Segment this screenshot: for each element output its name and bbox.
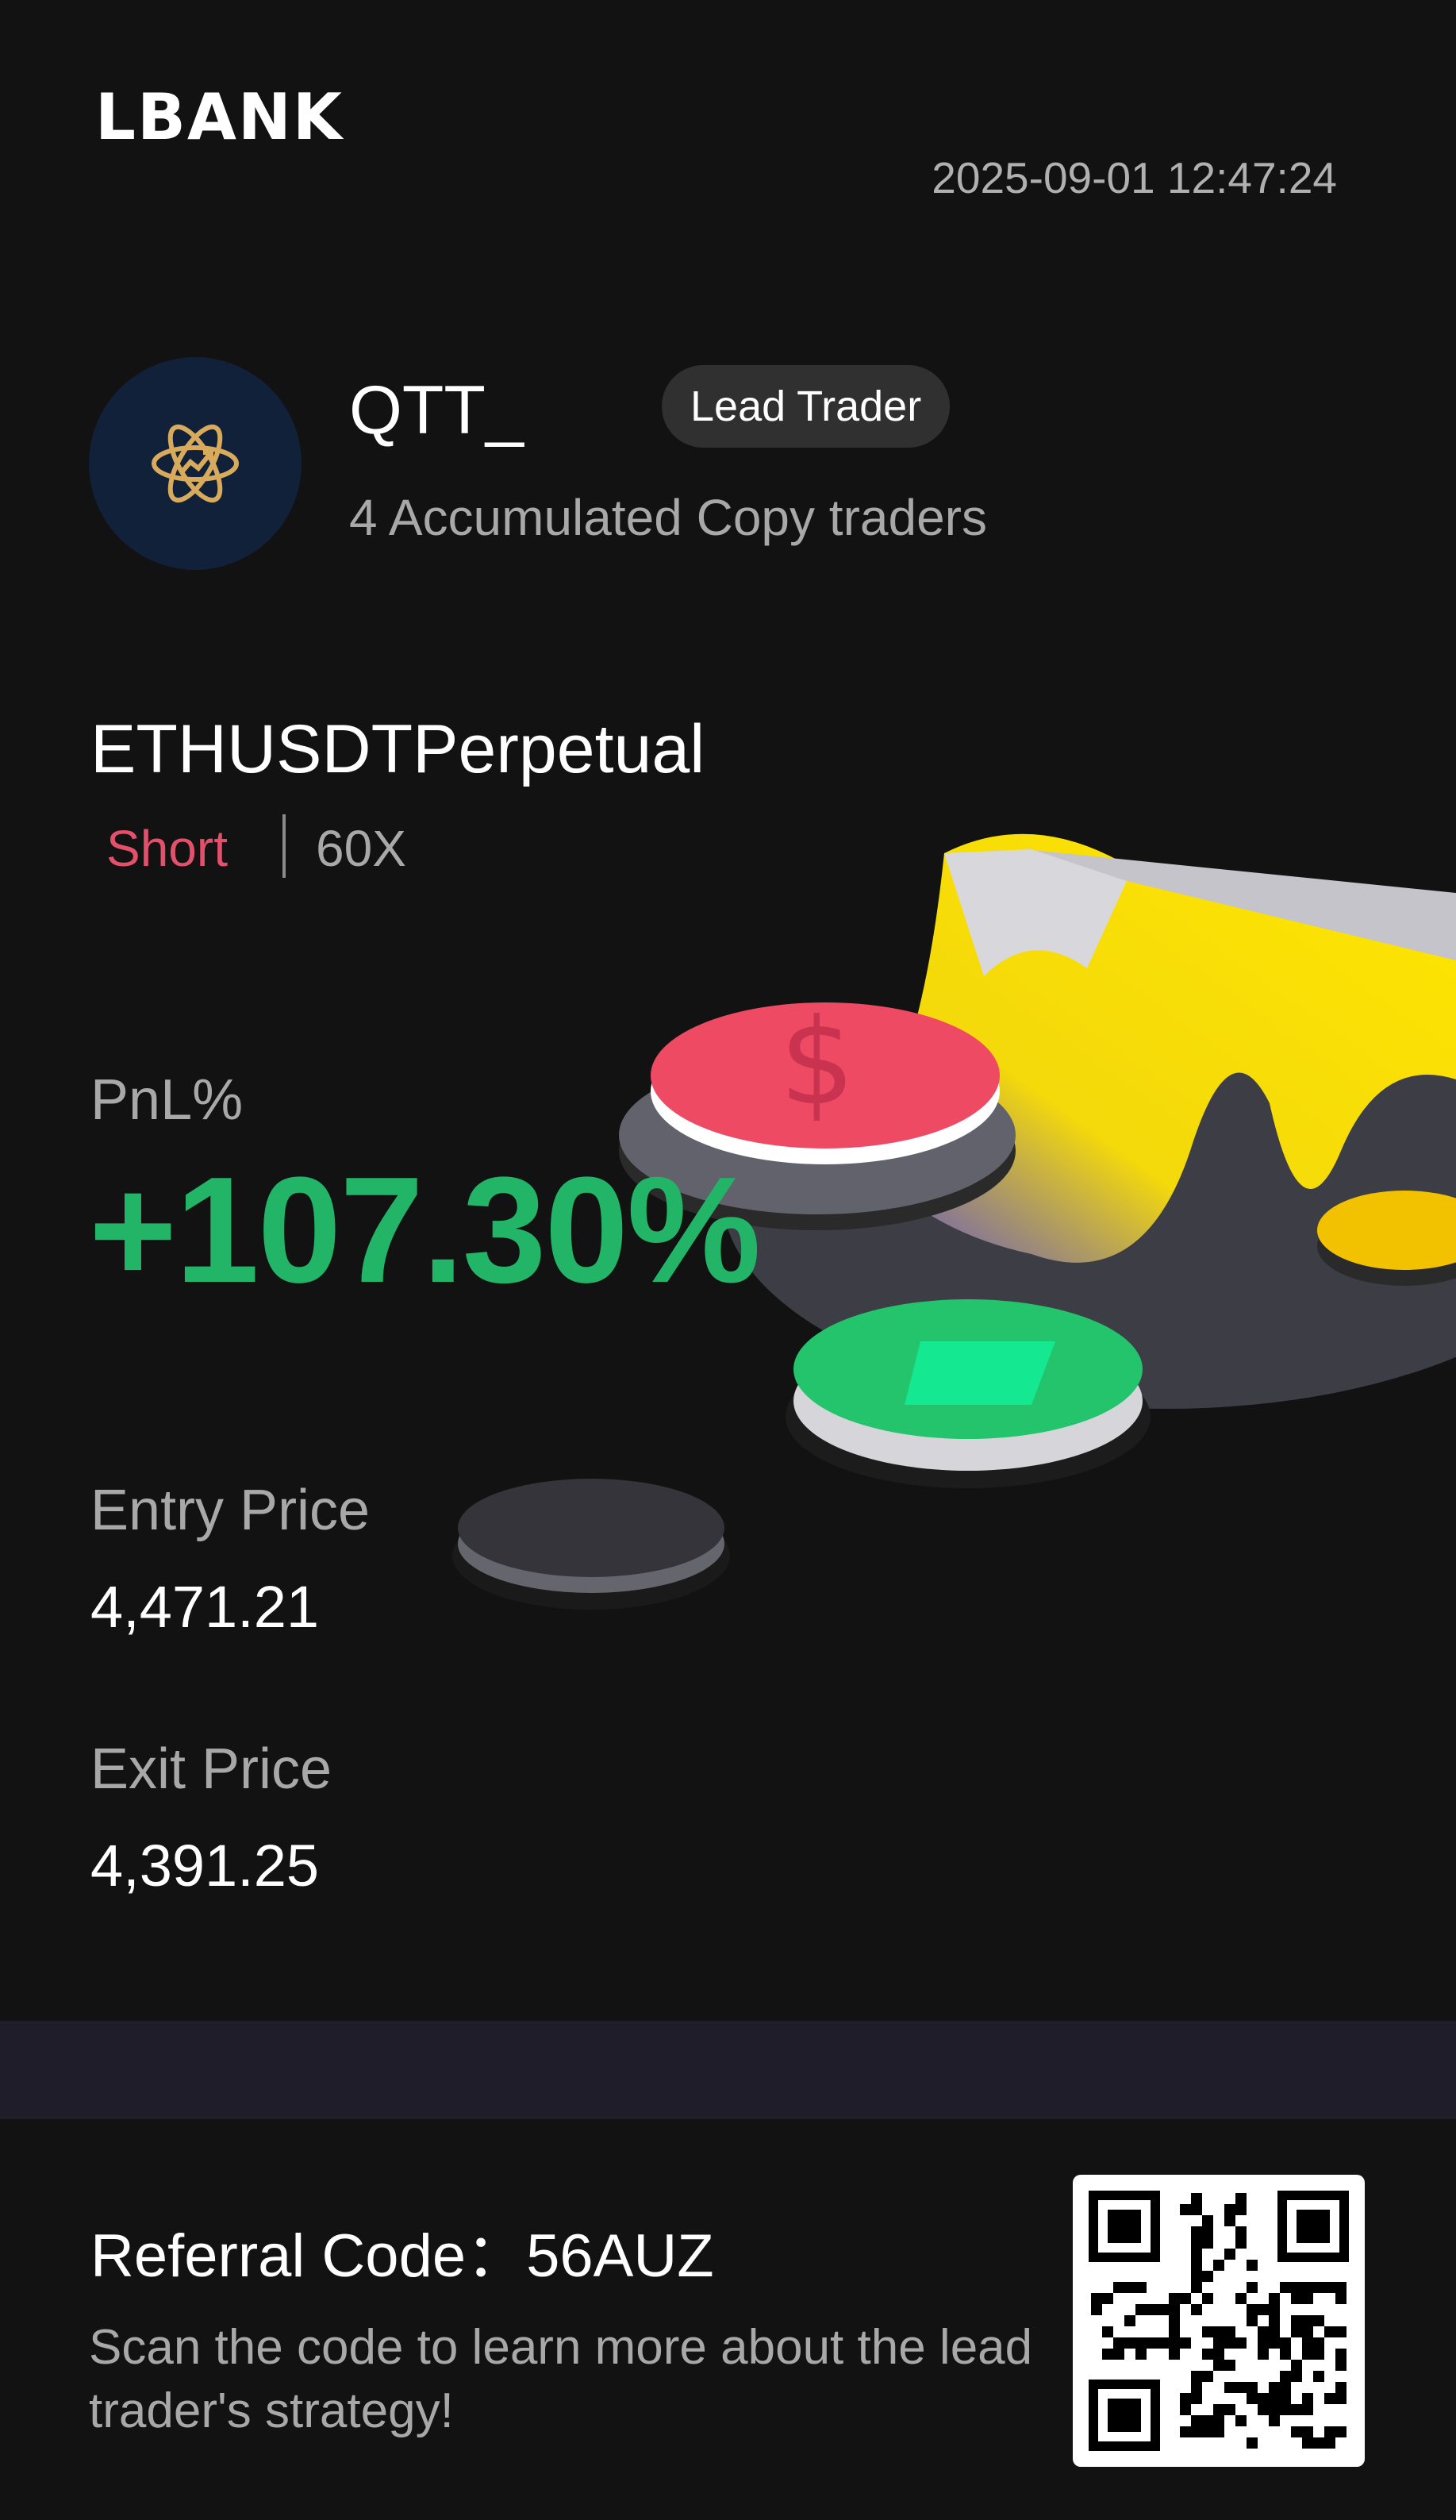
avatar [89, 357, 302, 570]
position-direction: Short [106, 820, 228, 877]
lead-trader-badge: Lead Trader [662, 365, 951, 448]
entry-price-label: Entry Price [90, 1479, 371, 1542]
coins-illustration: $ [452, 833, 1456, 1610]
section-divider-band [0, 2021, 1456, 2119]
pnl-value: +107.30% [89, 1146, 761, 1314]
divider [282, 814, 286, 878]
exit-price-label: Exit Price [90, 1737, 332, 1801]
exit-price-value: 4,391.25 [90, 1833, 320, 1899]
referral-code: Referral Code：56AUZ [90, 2222, 714, 2290]
pnl-label: PnL% [90, 1068, 244, 1132]
svg-text:$: $ [779, 994, 855, 1132]
copy-traders-count: 4 Accumulated Copy traders [349, 489, 987, 546]
qr-code-icon[interactable] [1073, 2175, 1365, 2467]
scan-instruction: Scan the code to learn more about the le… [89, 2320, 1033, 2438]
leverage: 60X [316, 820, 406, 877]
lbank-logo: LBANK [95, 80, 344, 154]
atom-chart-icon [152, 424, 239, 503]
qr-code-graphic [1089, 2191, 1349, 2451]
entry-price-value: 4,471.21 [90, 1574, 320, 1640]
timestamp: 2025-09-01 12:47:24 [932, 153, 1337, 202]
trading-pair: ETHUSDTPerpetual [90, 711, 705, 787]
trader-name: QTT_ [349, 372, 524, 448]
